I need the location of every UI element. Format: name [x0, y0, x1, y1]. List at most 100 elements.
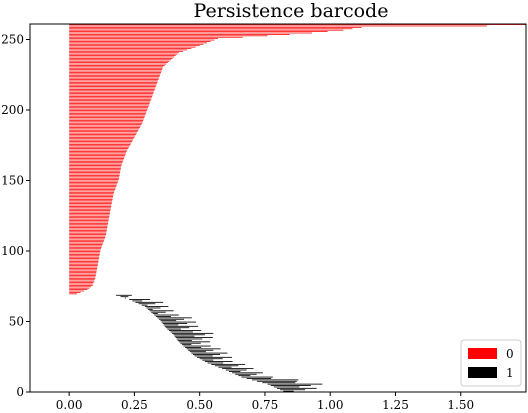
bar-dim1 [191, 352, 228, 354]
y-tick-label: 50 [9, 315, 24, 329]
bar-dim0 [69, 67, 163, 69]
bar-dim0 [69, 241, 104, 243]
bar-dim0 [69, 186, 117, 188]
bar-dim0 [69, 153, 126, 155]
bar-dim1 [246, 378, 272, 379]
bar-dim0 [69, 105, 149, 107]
bar-dim0 [69, 166, 122, 168]
bar-dim0 [69, 220, 109, 221]
bar-dim0 [69, 120, 144, 121]
bar-dim0 [69, 42, 207, 44]
bar-dim0 [69, 35, 268, 37]
bar-dim0 [69, 263, 98, 265]
bar-dim0 [69, 26, 362, 28]
bar-dim1 [161, 321, 197, 323]
bar-dim0 [69, 112, 146, 114]
bar-dim1 [211, 363, 246, 365]
bar-dim0 [69, 276, 96, 278]
bar-dim0 [69, 46, 196, 48]
bar-dim0 [69, 151, 127, 152]
bar-dim0 [69, 270, 97, 272]
bar-dim1 [257, 380, 297, 382]
bar-dim1 [177, 339, 192, 341]
bar-dim1 [270, 385, 311, 386]
bar-dim0 [69, 90, 155, 92]
bar-dim1 [144, 306, 169, 307]
bar-dim0 [69, 55, 176, 56]
bar-dim0 [69, 179, 119, 181]
bar-dim0 [69, 227, 108, 228]
legend: 01 [460, 339, 522, 387]
y-tick-label: 200 [1, 103, 24, 117]
bar-dim0 [69, 228, 108, 230]
bar-dim0 [69, 128, 140, 130]
bar-dim1 [175, 337, 213, 339]
bar-dim0 [69, 63, 167, 65]
bar-dim0 [69, 139, 133, 141]
bar-dim0 [69, 53, 178, 55]
bar-dim0 [69, 172, 121, 173]
bar-dim0 [69, 162, 123, 164]
bar-dim1 [276, 387, 317, 389]
bar-dim0 [69, 217, 110, 219]
bar-dim0 [69, 253, 100, 255]
bar-dim1 [158, 318, 185, 320]
bar-dim0 [69, 80, 158, 82]
bar-dim0 [69, 272, 97, 274]
bar-dim0 [69, 237, 106, 238]
bar-dim0 [69, 175, 120, 176]
bar-dim0 [69, 89, 155, 90]
bar-dim0 [69, 283, 94, 285]
bar-dim1 [185, 347, 202, 348]
bar-dim1 [178, 341, 211, 343]
bar-dim1 [225, 369, 247, 371]
bar-dim0 [69, 103, 150, 104]
bar-dim1 [194, 355, 213, 357]
x-tick-label: 1.25 [382, 398, 409, 412]
series-1-bars [116, 294, 323, 392]
bar-dim0 [69, 148, 129, 150]
bar-dim0 [69, 74, 161, 76]
bar-dim0 [69, 287, 90, 289]
bar-dim0 [69, 159, 124, 161]
legend-swatch [468, 367, 497, 378]
bar-dim0 [69, 259, 99, 261]
bar-dim0 [69, 191, 115, 193]
chart-title: Persistence barcode [194, 0, 389, 22]
bar-dim0 [69, 155, 126, 157]
bar-dim1 [155, 316, 171, 317]
y-axis: 0 50 100 150 200 250 [1, 33, 30, 399]
bar-dim0 [69, 244, 103, 245]
bar-dim1 [232, 372, 263, 374]
bar-dim0 [69, 60, 170, 62]
bar-dim0 [69, 289, 88, 290]
bar-dim1 [207, 362, 224, 364]
bar-dim0 [69, 248, 102, 250]
series-0-bars [69, 24, 526, 295]
bar-dim1 [238, 375, 251, 377]
bar-dim1 [202, 359, 214, 361]
bar-dim0 [69, 190, 115, 192]
bar-dim1 [183, 345, 211, 347]
bar-dim0 [69, 284, 93, 286]
bar-dim0 [69, 196, 114, 197]
bar-dim0 [69, 77, 159, 79]
bar-dim0 [69, 207, 111, 209]
bar-dim0 [69, 107, 148, 109]
bar-dim0 [69, 39, 215, 41]
bar-dim0 [69, 100, 151, 102]
x-tick-label: 0.00 [56, 398, 83, 412]
x-tick-label: 1.50 [447, 398, 474, 412]
bar-dim0 [69, 189, 116, 190]
bar-dim1 [218, 366, 232, 368]
bar-dim0 [69, 232, 107, 234]
bar-dim1 [151, 311, 166, 313]
bar-dim1 [124, 297, 126, 299]
bar-dim1 [192, 354, 221, 355]
bar-dim0 [69, 152, 127, 154]
bar-dim0 [69, 118, 144, 120]
bar-dim1 [181, 344, 192, 346]
bar-dim0 [69, 225, 108, 227]
bar-dim0 [69, 183, 118, 185]
